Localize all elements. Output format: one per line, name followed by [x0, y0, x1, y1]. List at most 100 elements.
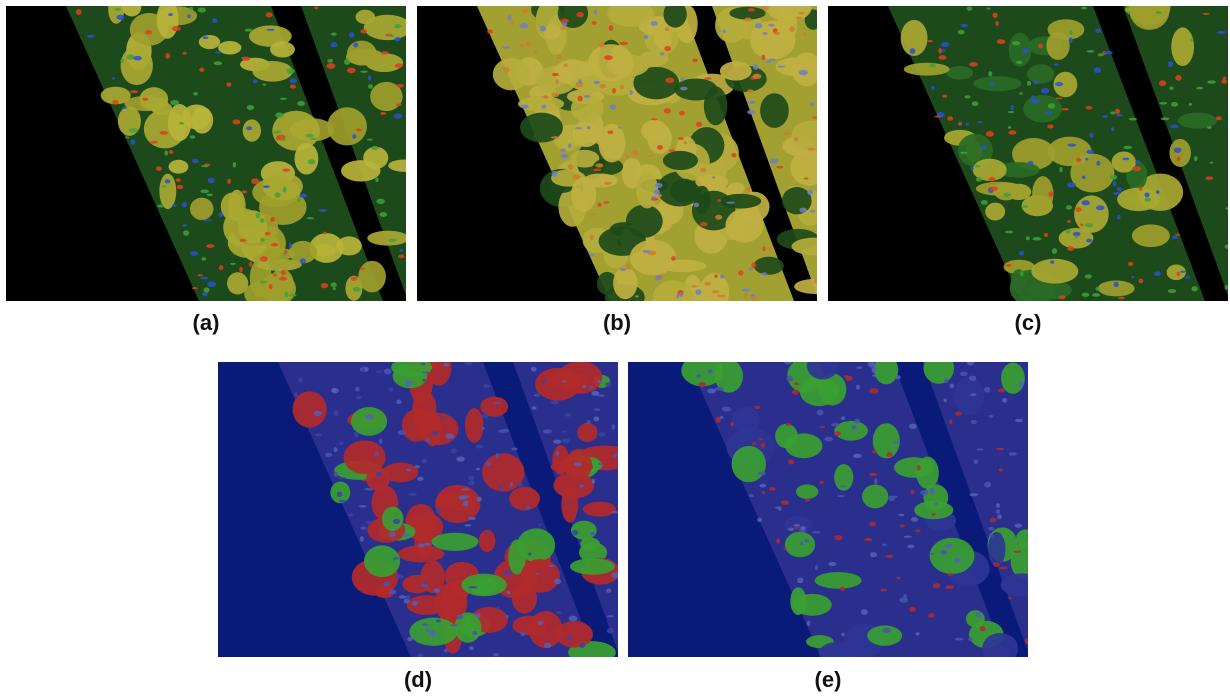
cell-marker	[1117, 215, 1120, 220]
cell-marker	[587, 420, 591, 425]
cell-marker	[1110, 175, 1117, 180]
cell-marker	[680, 87, 688, 91]
cell-marker	[834, 431, 841, 436]
cell-marker	[1191, 286, 1197, 291]
region	[465, 408, 483, 443]
cell-marker	[287, 68, 295, 74]
cell-marker	[484, 532, 487, 534]
cell-marker	[598, 394, 605, 397]
region	[327, 107, 367, 145]
cell-marker	[456, 456, 464, 461]
cell-marker	[187, 14, 190, 18]
cell-marker	[1055, 97, 1062, 99]
cell-marker	[885, 555, 893, 558]
cell-marker	[368, 84, 373, 89]
cell-marker	[1127, 11, 1130, 14]
cell-marker	[1102, 115, 1108, 118]
cell-marker	[695, 289, 701, 295]
region	[725, 209, 763, 243]
cell-marker	[1096, 205, 1105, 210]
cell-marker	[266, 12, 273, 17]
cell-marker	[456, 615, 463, 620]
cell-marker	[414, 465, 420, 468]
cell-marker	[1194, 156, 1198, 161]
cell-marker	[814, 278, 817, 283]
cell-marker	[722, 407, 731, 412]
cell-marker	[762, 491, 765, 494]
cell-marker	[1082, 293, 1089, 297]
cell-marker	[720, 275, 724, 279]
cell-marker	[576, 12, 584, 17]
cell-marker	[394, 37, 400, 42]
cell-marker	[403, 533, 410, 536]
cell-marker	[375, 177, 378, 182]
cell-marker	[444, 648, 448, 652]
cell-marker	[869, 522, 876, 527]
cell-marker	[562, 431, 567, 433]
cell-marker	[977, 121, 982, 123]
cell-marker	[731, 153, 736, 158]
cell-marker	[247, 105, 254, 110]
cell-marker	[911, 517, 918, 522]
cell-marker	[323, 232, 327, 235]
cell-marker	[960, 24, 968, 27]
cell-marker	[945, 585, 954, 589]
cell-marker	[583, 385, 587, 388]
cell-marker	[684, 141, 687, 145]
cell-marker	[592, 479, 596, 484]
cell-marker	[746, 187, 752, 191]
cell-marker	[565, 413, 571, 417]
cell-marker	[1176, 272, 1180, 276]
cell-marker	[352, 134, 356, 139]
cell-marker	[331, 283, 337, 287]
cell-marker	[1207, 126, 1212, 129]
cell-marker	[263, 185, 270, 188]
region	[790, 587, 806, 615]
cell-marker	[1139, 279, 1144, 284]
cell-marker	[356, 396, 362, 399]
cell-marker	[275, 192, 281, 197]
cell-marker	[130, 90, 138, 93]
cell-marker	[398, 255, 405, 259]
cell-marker	[898, 514, 904, 517]
cell-marker	[396, 104, 402, 107]
cell-marker	[583, 95, 590, 98]
cell-marker	[368, 75, 371, 81]
cell-marker	[418, 543, 424, 547]
cell-marker	[554, 579, 561, 585]
cell-marker	[781, 500, 789, 505]
cell-marker	[910, 48, 916, 54]
cell-marker	[1175, 234, 1180, 236]
cell-marker	[556, 79, 559, 84]
cell-marker	[553, 440, 561, 444]
cell-marker	[578, 79, 582, 83]
cell-marker	[986, 131, 994, 137]
cell-marker	[691, 285, 698, 287]
cell-marker	[536, 573, 540, 575]
cell-marker	[751, 262, 756, 267]
region	[1048, 137, 1092, 166]
cell-marker	[612, 88, 616, 94]
cell-marker	[556, 55, 562, 59]
cell-marker	[1095, 287, 1100, 291]
cell-marker	[969, 62, 978, 66]
cell-marker	[1069, 37, 1073, 43]
cell-marker	[594, 9, 597, 14]
cell-marker	[393, 557, 399, 561]
cell-marker	[1085, 158, 1088, 161]
cell-marker	[192, 287, 198, 289]
cell-marker	[376, 370, 382, 373]
cell-marker	[200, 190, 209, 194]
cell-marker	[112, 100, 119, 105]
cell-marker	[1048, 103, 1055, 109]
cell-marker	[592, 21, 597, 25]
cell-marker	[1019, 92, 1023, 94]
cell-marker	[607, 130, 613, 133]
cell-marker	[1018, 381, 1024, 387]
cell-marker	[700, 168, 707, 173]
cell-marker	[526, 41, 531, 46]
cell-marker	[214, 61, 222, 65]
cell-marker	[219, 265, 223, 270]
cell-marker	[431, 431, 439, 435]
region	[611, 7, 650, 26]
